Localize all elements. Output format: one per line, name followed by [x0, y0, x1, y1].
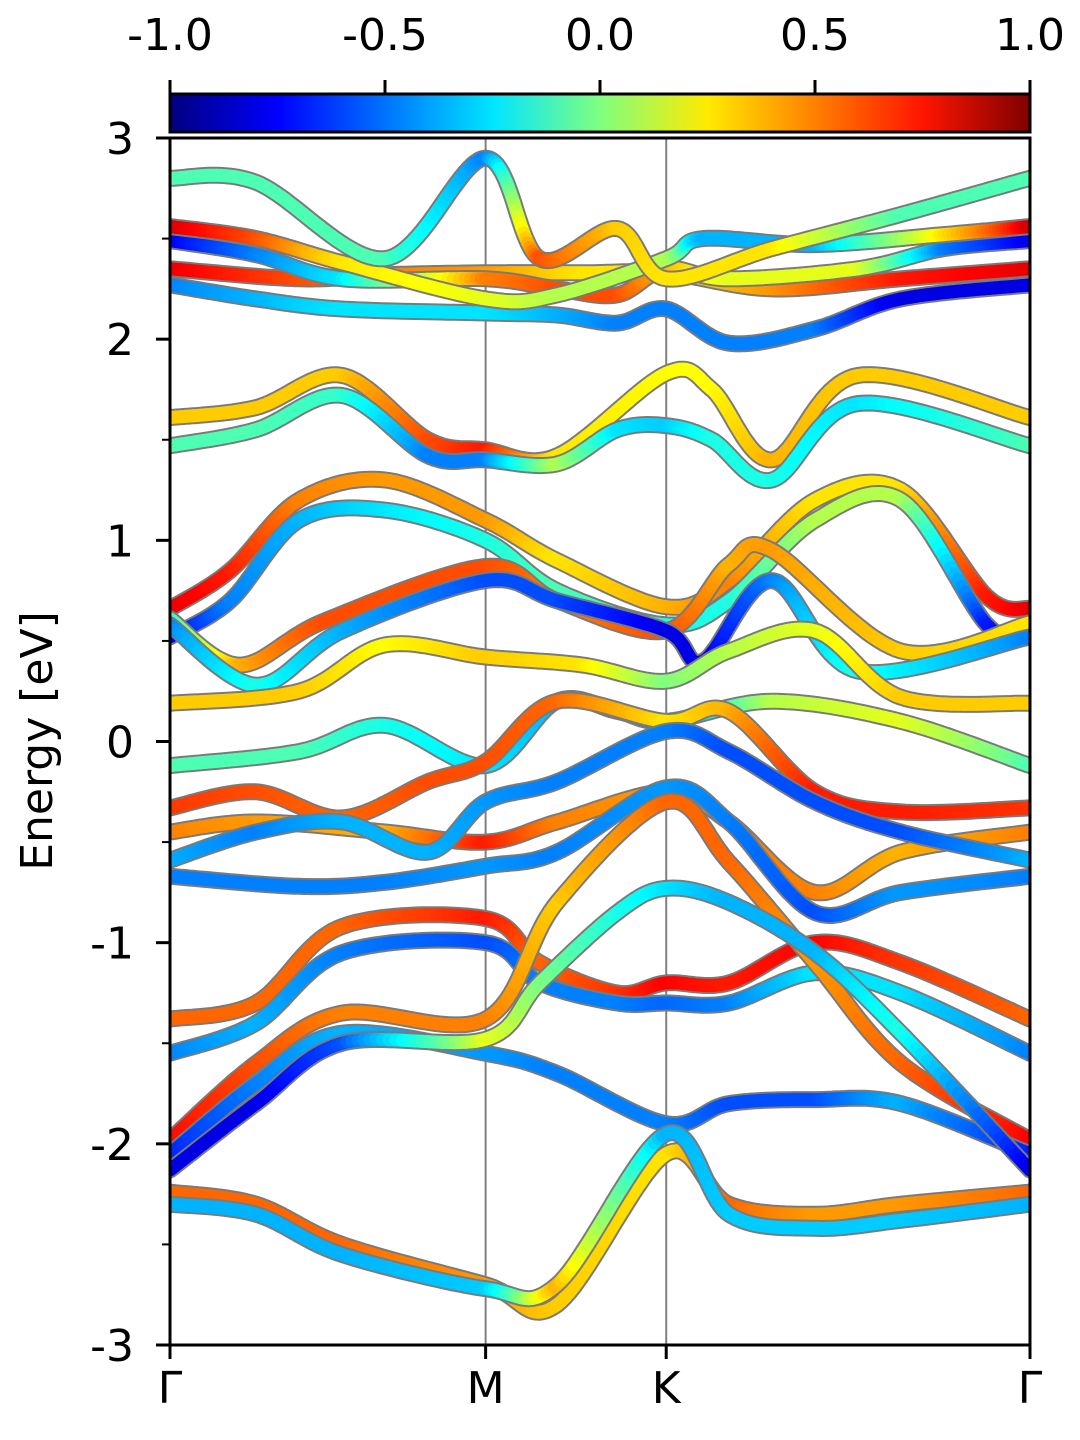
- band-18: [170, 906, 1030, 1028]
- colorbar-gradient: [168, 92, 1032, 134]
- colorbar-tick-label: -0.5: [342, 10, 428, 61]
- band-17: [170, 778, 1030, 924]
- band-16: [170, 721, 1030, 869]
- colorbar-tick-label: 0.5: [780, 10, 850, 61]
- band-7: [170, 386, 1030, 490]
- high-symmetry-lines: [484, 138, 668, 1345]
- band-5: [170, 149, 1030, 288]
- band-1: [170, 276, 1030, 353]
- band-20: [170, 792, 1030, 1149]
- bands: [170, 149, 1030, 1321]
- band-21: [170, 1023, 1030, 1163]
- colorbar: -1.0 -0.5 0.0 0.5 1.0: [127, 10, 1065, 134]
- colorbar-ticks: -1.0 -0.5 0.0 0.5 1.0: [127, 10, 1065, 94]
- colorbar-tick-label: -1.0: [127, 10, 213, 61]
- colorbar-tick-label: 1.0: [995, 10, 1065, 61]
- colorbar-tick-label: 0.0: [565, 10, 635, 61]
- band-12: [170, 620, 1030, 713]
